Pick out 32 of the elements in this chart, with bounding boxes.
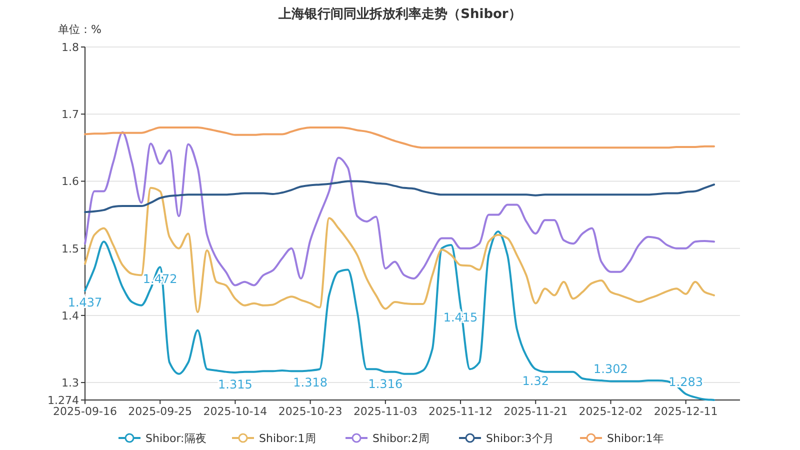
x-tick-label: 2025-09-16: [53, 405, 117, 418]
y-tick-label: 1.274: [48, 394, 79, 407]
legend-label: Shibor:2周: [372, 432, 430, 445]
data-label: 1.316: [368, 376, 403, 391]
x-tick-label: 2025-11-03: [353, 405, 418, 418]
y-tick-label: 1.7: [62, 108, 79, 122]
y-axis-title: 单位：%: [58, 23, 102, 36]
data-label: 1.283: [668, 374, 704, 389]
data-label: 1.32: [522, 374, 549, 388]
x-tick-label: 2025-09-25: [128, 405, 192, 418]
data-label: 1.318: [293, 375, 328, 390]
data-label: 1.315: [218, 377, 252, 392]
y-tick-label: 1.6: [62, 175, 79, 188]
data-label: 1.302: [594, 362, 628, 376]
x-tick-label: 2025-10-23: [278, 405, 342, 418]
legend-label: Shibor:1年: [607, 432, 664, 445]
y-tick-label: 1.8: [62, 41, 79, 54]
chart-title: 上海银行间同业拆放利率走势（Shibor）: [278, 6, 522, 22]
line-series: [84, 180, 715, 214]
x-tick-label: 2025-11-21: [504, 405, 568, 418]
y-tick-label: 1.4: [62, 309, 79, 322]
y-tick-label: 1.3: [62, 376, 79, 390]
legend-label: Shibor:3个月: [486, 432, 554, 445]
legend-label: Shibor:1周: [259, 432, 316, 445]
x-tick-label: 2025-11-12: [428, 405, 492, 418]
y-tick-label: 1.5: [62, 242, 79, 256]
x-tick-label: 2025-10-14: [203, 405, 268, 418]
line-series: [84, 131, 715, 286]
x-tick-label: 2025-12-11: [654, 405, 718, 418]
legend-label: Shibor:隔夜: [146, 432, 206, 445]
x-tick-label: 2025-12-02: [578, 405, 643, 418]
line-series: [84, 126, 715, 149]
